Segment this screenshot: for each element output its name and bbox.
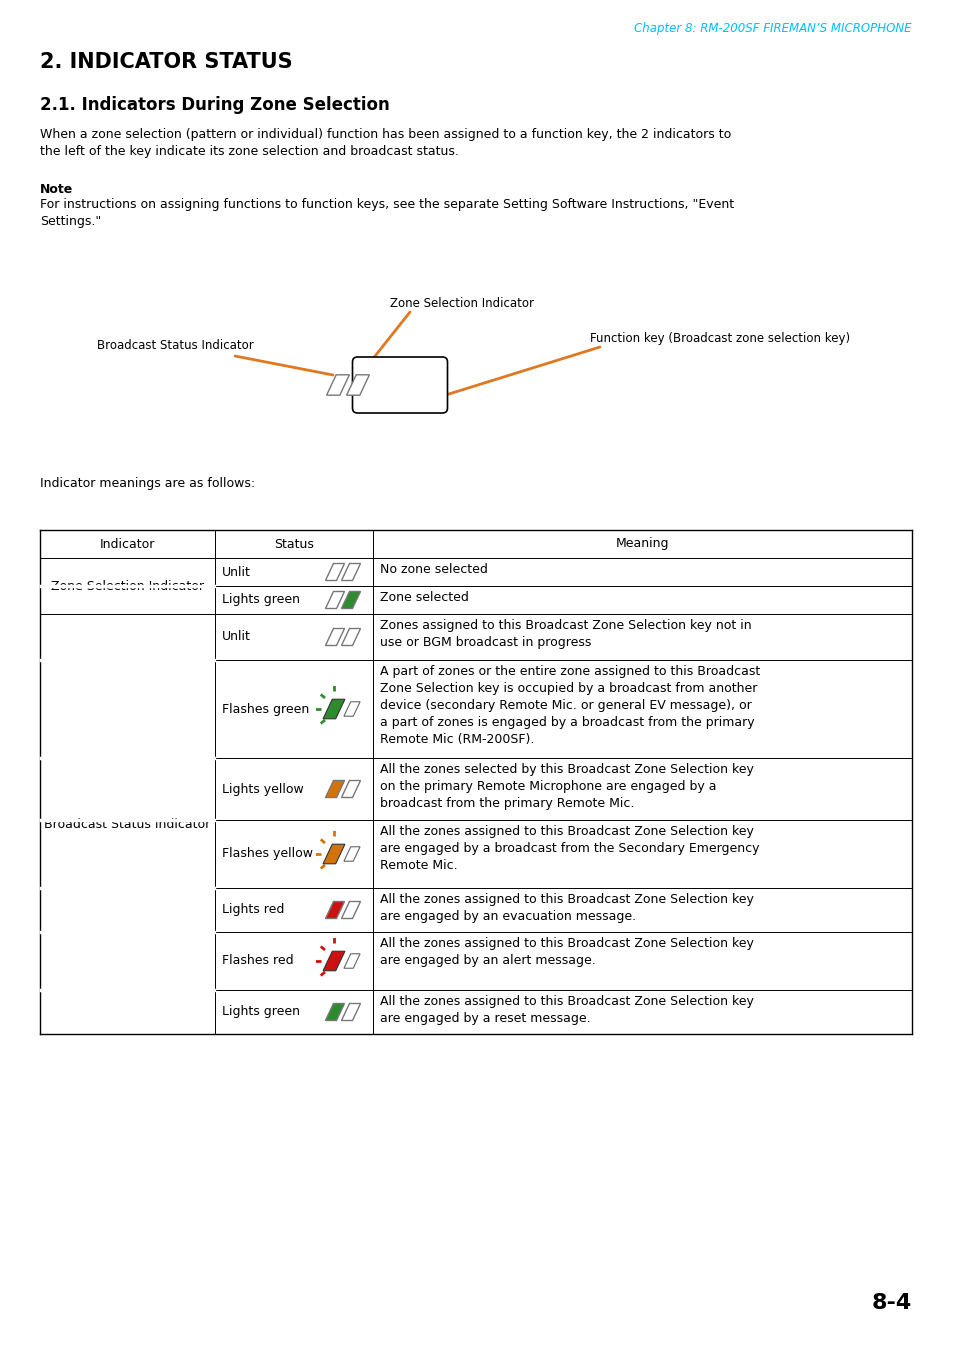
Text: All the zones assigned to this Broadcast Zone Selection key
are engaged by an ev: All the zones assigned to this Broadcast… <box>379 893 753 923</box>
Polygon shape <box>325 781 344 797</box>
Text: Flashes yellow: Flashes yellow <box>222 847 313 861</box>
Text: Unlit: Unlit <box>222 631 251 643</box>
Polygon shape <box>344 701 359 716</box>
Text: Lights red: Lights red <box>222 904 284 916</box>
Polygon shape <box>323 951 345 971</box>
Text: A part of zones or the entire zone assigned to this Broadcast
Zone Selection key: A part of zones or the entire zone assig… <box>379 665 760 746</box>
Text: Broadcast Status Indicator: Broadcast Status Indicator <box>45 817 211 831</box>
Text: Lights green: Lights green <box>222 1005 299 1019</box>
Polygon shape <box>341 563 360 581</box>
Text: Meaning: Meaning <box>615 538 669 550</box>
Text: Status: Status <box>274 538 314 550</box>
Text: Unlit: Unlit <box>222 566 251 578</box>
Text: Zone Selection Indicator: Zone Selection Indicator <box>390 297 534 309</box>
Polygon shape <box>325 592 344 608</box>
Polygon shape <box>323 700 345 719</box>
Polygon shape <box>341 901 360 919</box>
Text: All the zones selected by this Broadcast Zone Selection key
on the primary Remot: All the zones selected by this Broadcast… <box>379 763 753 811</box>
Polygon shape <box>341 592 360 608</box>
Text: Zone Selection Indicator: Zone Selection Indicator <box>51 580 204 593</box>
Text: All the zones assigned to this Broadcast Zone Selection key
are engaged by an al: All the zones assigned to this Broadcast… <box>379 938 753 967</box>
Text: 2.1. Indicators During Zone Selection: 2.1. Indicators During Zone Selection <box>40 96 390 113</box>
Text: Flashes green: Flashes green <box>222 703 309 716</box>
Text: Note: Note <box>40 182 73 196</box>
Polygon shape <box>326 374 349 396</box>
Polygon shape <box>323 844 345 863</box>
Text: Indicator: Indicator <box>100 538 155 550</box>
Polygon shape <box>325 563 344 581</box>
Polygon shape <box>341 781 360 797</box>
Text: When a zone selection (pattern or individual) function has been assigned to a fu: When a zone selection (pattern or indivi… <box>40 128 731 158</box>
Text: 2. INDICATOR STATUS: 2. INDICATOR STATUS <box>40 51 293 72</box>
Text: For instructions on assigning functions to function keys, see the separate Setti: For instructions on assigning functions … <box>40 199 734 228</box>
Polygon shape <box>341 1004 360 1020</box>
Text: No zone selected: No zone selected <box>379 563 487 576</box>
Text: Flashes red: Flashes red <box>222 955 294 967</box>
Text: Zone selected: Zone selected <box>379 590 468 604</box>
Text: Zones assigned to this Broadcast Zone Selection key not in
use or BGM broadcast : Zones assigned to this Broadcast Zone Se… <box>379 619 751 648</box>
Text: All the zones assigned to this Broadcast Zone Selection key
are engaged by a bro: All the zones assigned to this Broadcast… <box>379 825 759 871</box>
Text: Lights green: Lights green <box>222 593 299 607</box>
Text: Function key (Broadcast zone selection key): Function key (Broadcast zone selection k… <box>589 332 849 345</box>
Text: Lights yellow: Lights yellow <box>222 782 303 796</box>
Polygon shape <box>344 847 359 861</box>
Text: 8-4: 8-4 <box>871 1293 911 1313</box>
Polygon shape <box>346 374 369 396</box>
Polygon shape <box>325 1004 344 1020</box>
Polygon shape <box>341 628 360 646</box>
Text: Chapter 8: RM-200SF FIREMAN’S MICROPHONE: Chapter 8: RM-200SF FIREMAN’S MICROPHONE <box>634 22 911 35</box>
Text: Broadcast Status Indicator: Broadcast Status Indicator <box>96 339 253 353</box>
Text: All the zones assigned to this Broadcast Zone Selection key
are engaged by a res: All the zones assigned to this Broadcast… <box>379 994 753 1025</box>
Polygon shape <box>325 628 344 646</box>
Polygon shape <box>344 954 359 969</box>
FancyBboxPatch shape <box>352 357 447 413</box>
Polygon shape <box>325 901 344 919</box>
Text: Indicator meanings are as follows:: Indicator meanings are as follows: <box>40 477 254 490</box>
